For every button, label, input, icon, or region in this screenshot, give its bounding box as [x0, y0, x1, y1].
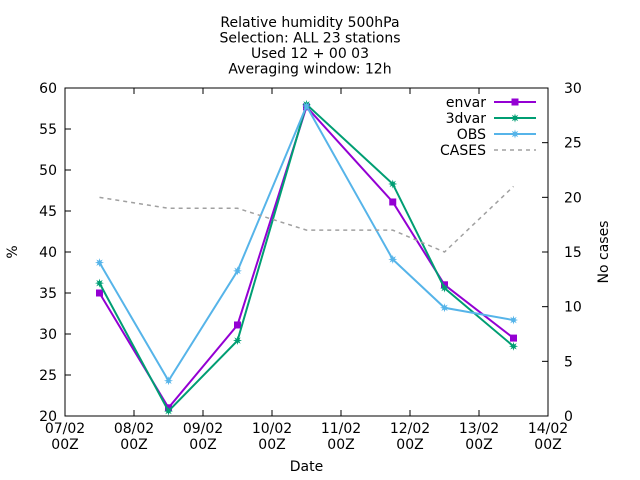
y-tick-label: 55	[39, 122, 57, 138]
data-point-3dvar	[164, 406, 173, 416]
legend-marker-obs	[510, 129, 520, 139]
y2-tick-label: 30	[564, 81, 582, 97]
data-point-3dvar	[233, 336, 242, 346]
x-axis: 07/0200Z08/0200Z09/0200Z10/0200Z11/0200Z…	[45, 88, 568, 453]
y-tick-label: 50	[39, 163, 57, 179]
y2-tick-label: 15	[564, 245, 582, 261]
legend-label-cases: CASES	[440, 143, 486, 159]
x-tick-label: 00Z	[465, 437, 492, 453]
x-tick-label: 09/02	[183, 421, 223, 437]
y-axis-right: 0 5 10 15 20 25 30	[542, 81, 582, 425]
data-point-envar	[234, 321, 241, 329]
x-tick-label: 10/02	[252, 421, 292, 437]
series-cases	[99, 185, 515, 253]
y2-tick-label: 20	[564, 190, 582, 206]
x-tick-label: 11/02	[321, 421, 361, 437]
x-tick-label: 12/02	[390, 421, 430, 437]
legend-marker-envar	[511, 98, 519, 106]
data-point-obs	[164, 376, 173, 386]
y-axis-label: %	[5, 245, 21, 258]
data-point-3dvar	[440, 283, 449, 293]
x-tick-label: 14/02	[528, 421, 568, 437]
legend-label-obs: OBS	[457, 127, 486, 143]
y-tick-label: 25	[39, 368, 57, 384]
x-tick-label: 00Z	[51, 437, 78, 453]
data-point-obs	[440, 303, 449, 313]
legend-label-3dvar: 3dvar	[446, 111, 487, 127]
x-tick-label: 00Z	[396, 437, 423, 453]
data-point-envar	[389, 198, 397, 206]
series-obs	[95, 101, 518, 386]
x-tick-label: 00Z	[258, 437, 285, 453]
legend-label-envar: envar	[446, 95, 486, 111]
y-tick-label: 40	[39, 245, 57, 261]
y2-tick-label: 25	[564, 136, 582, 152]
y-axis-left: 20 25 30 35 40 45 50 55 60	[39, 81, 71, 425]
x-axis-label: Date	[290, 459, 323, 475]
y-tick-label: 45	[39, 204, 57, 220]
title-line: Selection: ALL 23 stations	[219, 31, 400, 47]
title-line: Used 12 + 00 03	[251, 46, 369, 62]
y-tick-label: 60	[39, 81, 57, 97]
x-tick-label: 07/02	[45, 421, 85, 437]
x-tick-label: 00Z	[327, 437, 354, 453]
title-line: Relative humidity 500hPa	[220, 15, 399, 31]
data-point-obs	[95, 258, 104, 268]
chart-series	[95, 99, 518, 416]
x-tick-label: 08/02	[114, 421, 154, 437]
data-point-3dvar	[388, 179, 398, 189]
x-tick-label: 00Z	[534, 437, 561, 453]
data-point-3dvar	[95, 278, 104, 288]
data-point-obs	[509, 315, 518, 325]
data-point-3dvar	[509, 341, 518, 351]
x-tick-label: 00Z	[189, 437, 216, 453]
y2-tick-label: 0	[564, 409, 573, 425]
data-point-envar	[510, 334, 517, 342]
data-point-obs	[233, 266, 242, 276]
legend-marker-3dvar	[510, 113, 520, 123]
series-line-cases	[99, 185, 515, 253]
y2-tick-label: 5	[564, 354, 573, 370]
data-point-envar	[96, 289, 103, 297]
y2-tick-label: 10	[564, 300, 582, 316]
y-tick-label: 35	[39, 286, 57, 302]
data-point-obs	[302, 101, 311, 111]
y2-axis-label: No cases	[596, 221, 612, 284]
data-point-obs	[388, 254, 398, 264]
x-tick-label: 00Z	[120, 437, 147, 453]
title-line: Averaging window: 12h	[228, 62, 391, 78]
x-tick-label: 13/02	[459, 421, 499, 437]
y-tick-label: 20	[39, 409, 57, 425]
y-tick-label: 30	[39, 327, 57, 343]
